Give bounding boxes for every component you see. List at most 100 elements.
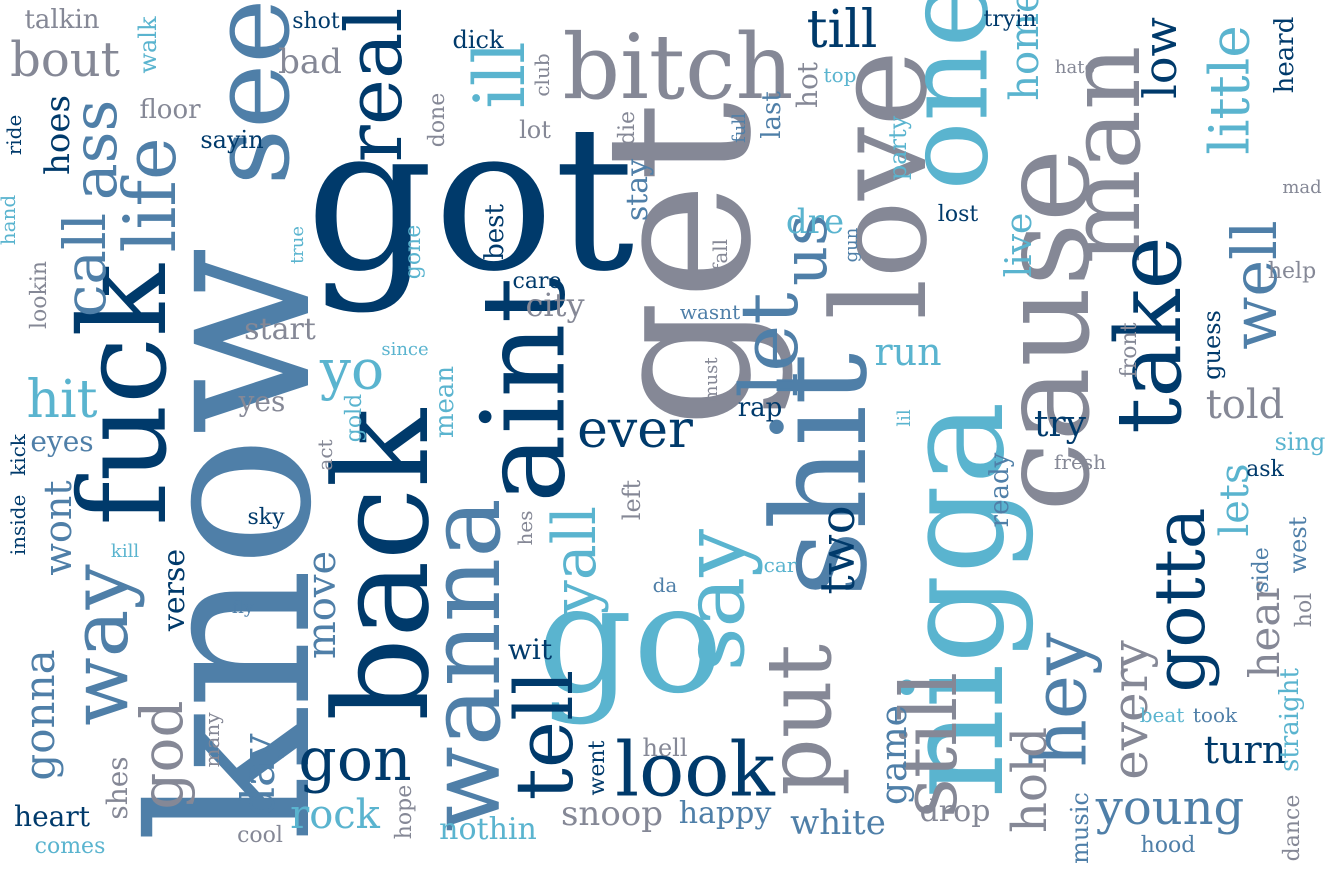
word-act: act	[313, 439, 337, 471]
word-dance: dance	[1280, 794, 1305, 862]
word-gonna: gonna	[15, 649, 64, 781]
word-guess: guess	[1198, 310, 1226, 380]
word-try: try	[1033, 404, 1087, 445]
word-tryin: tryin	[983, 7, 1037, 32]
word-side: side	[1249, 547, 1274, 593]
word-hood: hood	[1140, 833, 1196, 858]
word-rap: rap	[737, 393, 783, 423]
word-real: real	[330, 7, 420, 163]
word-hold: hold	[1002, 727, 1058, 833]
word-shot: shot	[292, 9, 340, 34]
word-yes: yes	[238, 385, 286, 418]
word-heart: heart	[14, 800, 90, 833]
word-mad: mad	[1282, 177, 1322, 198]
word-car: car	[763, 553, 797, 577]
word-shes: shes	[101, 756, 134, 820]
word-nothin: nothin	[439, 812, 537, 847]
word-low: low	[1133, 17, 1187, 99]
word-white: white	[790, 803, 886, 843]
word-lot: lot	[519, 116, 551, 144]
word-start: start	[244, 312, 316, 347]
word-god: god	[128, 700, 196, 810]
word-hell: hell	[642, 734, 688, 762]
word-walk: walk	[134, 16, 162, 74]
word-floor: floor	[139, 95, 201, 125]
word-lookin: lookin	[27, 260, 52, 330]
word-straight: straight	[1275, 668, 1305, 772]
word-party: party	[884, 115, 912, 181]
word-fresh: fresh	[1054, 450, 1106, 474]
word-last: last	[757, 91, 787, 139]
word-sky: sky	[247, 505, 285, 530]
word-gone: gone	[401, 224, 426, 280]
word-wit: wit	[507, 633, 553, 666]
word-bout: bout	[10, 32, 120, 88]
word-gun: gun	[841, 227, 862, 263]
word-since: since	[381, 339, 429, 360]
word-eyes: eyes	[30, 425, 94, 458]
word-put: put	[747, 644, 852, 796]
word-hol: hol	[1292, 592, 1317, 628]
word-happy: happy	[678, 796, 772, 831]
word-music: music	[1066, 792, 1094, 864]
word-wont: wont	[36, 480, 80, 576]
word-move: move	[299, 550, 345, 660]
word-hope: hope	[392, 784, 417, 840]
word-sing: sing	[1274, 428, 1326, 456]
word-let: let	[723, 292, 816, 398]
word-hear: hear	[1240, 581, 1289, 679]
word-heard: heard	[1270, 16, 1300, 94]
word-mean: mean	[430, 365, 460, 439]
word-rock: rock	[290, 792, 380, 838]
word-true: true	[287, 225, 308, 265]
word-da: da	[652, 573, 678, 597]
word-sayin: sayin	[200, 126, 264, 154]
word-bitch: bitch	[562, 15, 794, 120]
word-stay: stay	[620, 158, 655, 222]
word-ready: ready	[985, 452, 1015, 528]
word-day: day	[231, 733, 285, 817]
word-went: went	[585, 740, 610, 796]
word-fly: fly	[231, 597, 255, 618]
word-two: two	[810, 505, 866, 595]
word-drop: drop	[919, 794, 991, 829]
word-gold: gold	[342, 393, 367, 443]
word-got: got	[305, 83, 635, 316]
word-top: top	[823, 63, 857, 87]
word-help: help	[1267, 259, 1317, 284]
word-young: young	[1095, 780, 1245, 836]
word-hoes: hoes	[38, 95, 78, 175]
word-yall: yall	[540, 505, 610, 615]
word-front: front	[1117, 322, 1142, 378]
word-tell: tell	[498, 669, 591, 801]
word-kick: kick	[6, 434, 30, 476]
word-must: must	[701, 357, 722, 403]
word-lost: lost	[937, 202, 979, 227]
word-ever: ever	[577, 400, 693, 460]
word-hit: hit	[26, 370, 98, 430]
word-turn: turn	[1203, 728, 1287, 772]
word-bad: bad	[278, 42, 342, 82]
word-gon: gon	[298, 725, 412, 795]
word-ride: ride	[2, 114, 26, 156]
word-full: full	[729, 113, 750, 143]
word-dick: dick	[452, 26, 504, 54]
word-till: till	[806, 0, 878, 60]
word-wasnt: wasnt	[679, 300, 741, 324]
word-told: told	[1205, 382, 1285, 428]
word-go: go	[536, 553, 724, 727]
word-kill: kill	[110, 541, 140, 562]
word-hate: hate	[1054, 57, 1096, 78]
word-run: run	[874, 330, 942, 374]
word-snoop: snoop	[560, 794, 664, 834]
word-talkin: talkin	[24, 5, 100, 35]
word-verse: verse	[157, 548, 192, 632]
word-club: club	[530, 53, 554, 97]
word-hot: hot	[791, 61, 824, 109]
word-west: west	[1284, 516, 1312, 574]
word-say: say	[665, 528, 765, 672]
word-hes: hes	[513, 510, 537, 546]
word-look: look	[615, 725, 775, 814]
word-dre: dre	[785, 202, 845, 242]
word-city: city	[525, 286, 585, 324]
